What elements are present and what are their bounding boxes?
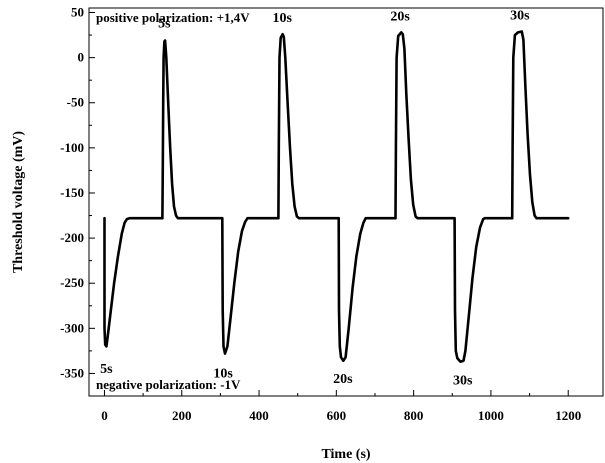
- y-tick-label: -300: [60, 320, 84, 335]
- x-axis-label: Time (s): [321, 447, 370, 462]
- x-tick-label: 1000: [478, 408, 504, 423]
- series-line: [103, 30, 570, 363]
- x-tick-label: 800: [404, 408, 424, 423]
- plot-frame: [88, 7, 604, 397]
- y-tick-label: 0: [78, 50, 85, 65]
- y-tick-label: -250: [60, 275, 84, 290]
- y-tick-label: -350: [60, 365, 84, 380]
- pulse-duration-label: 30s: [510, 8, 530, 23]
- pulse-duration-label: 10s: [273, 11, 293, 26]
- pulse-duration-label: 5s: [158, 17, 171, 32]
- x-axis-ticks: 0 200 400 600 800 1000 1200: [101, 390, 581, 423]
- y-axis-ticks: 50 0 -50 -100 -150 -200 -250 -300 -350: [60, 5, 95, 397]
- y-tick-label: -100: [60, 140, 84, 155]
- pulse-duration-label: 30s: [453, 374, 473, 389]
- pulse-labels: 5s 5s 10s 10s 20s 20s 30s 30s: [100, 8, 530, 388]
- x-tick-label: 200: [172, 408, 192, 423]
- y-tick-label: -50: [67, 95, 84, 110]
- x-tick-label: 1200: [555, 408, 581, 423]
- negative-polarization-note: negative polarization: -1V: [96, 377, 241, 392]
- pulse-duration-label: 10s: [213, 366, 233, 381]
- pulse-duration-label: 5s: [100, 362, 113, 377]
- pulse-duration-label: 20s: [333, 372, 353, 387]
- pulse-duration-label: 20s: [390, 9, 410, 24]
- y-tick-label: 50: [71, 5, 84, 20]
- y-tick-label: -200: [60, 230, 84, 245]
- y-axis-label: Threshold voltage (mV): [11, 131, 26, 273]
- x-tick-label: 600: [327, 408, 347, 423]
- y-tick-label: -150: [60, 185, 84, 200]
- x-tick-label: 400: [249, 408, 269, 423]
- positive-polarization-note: positive polarization: +1,4V: [96, 10, 250, 25]
- x-tick-label: 0: [101, 408, 108, 423]
